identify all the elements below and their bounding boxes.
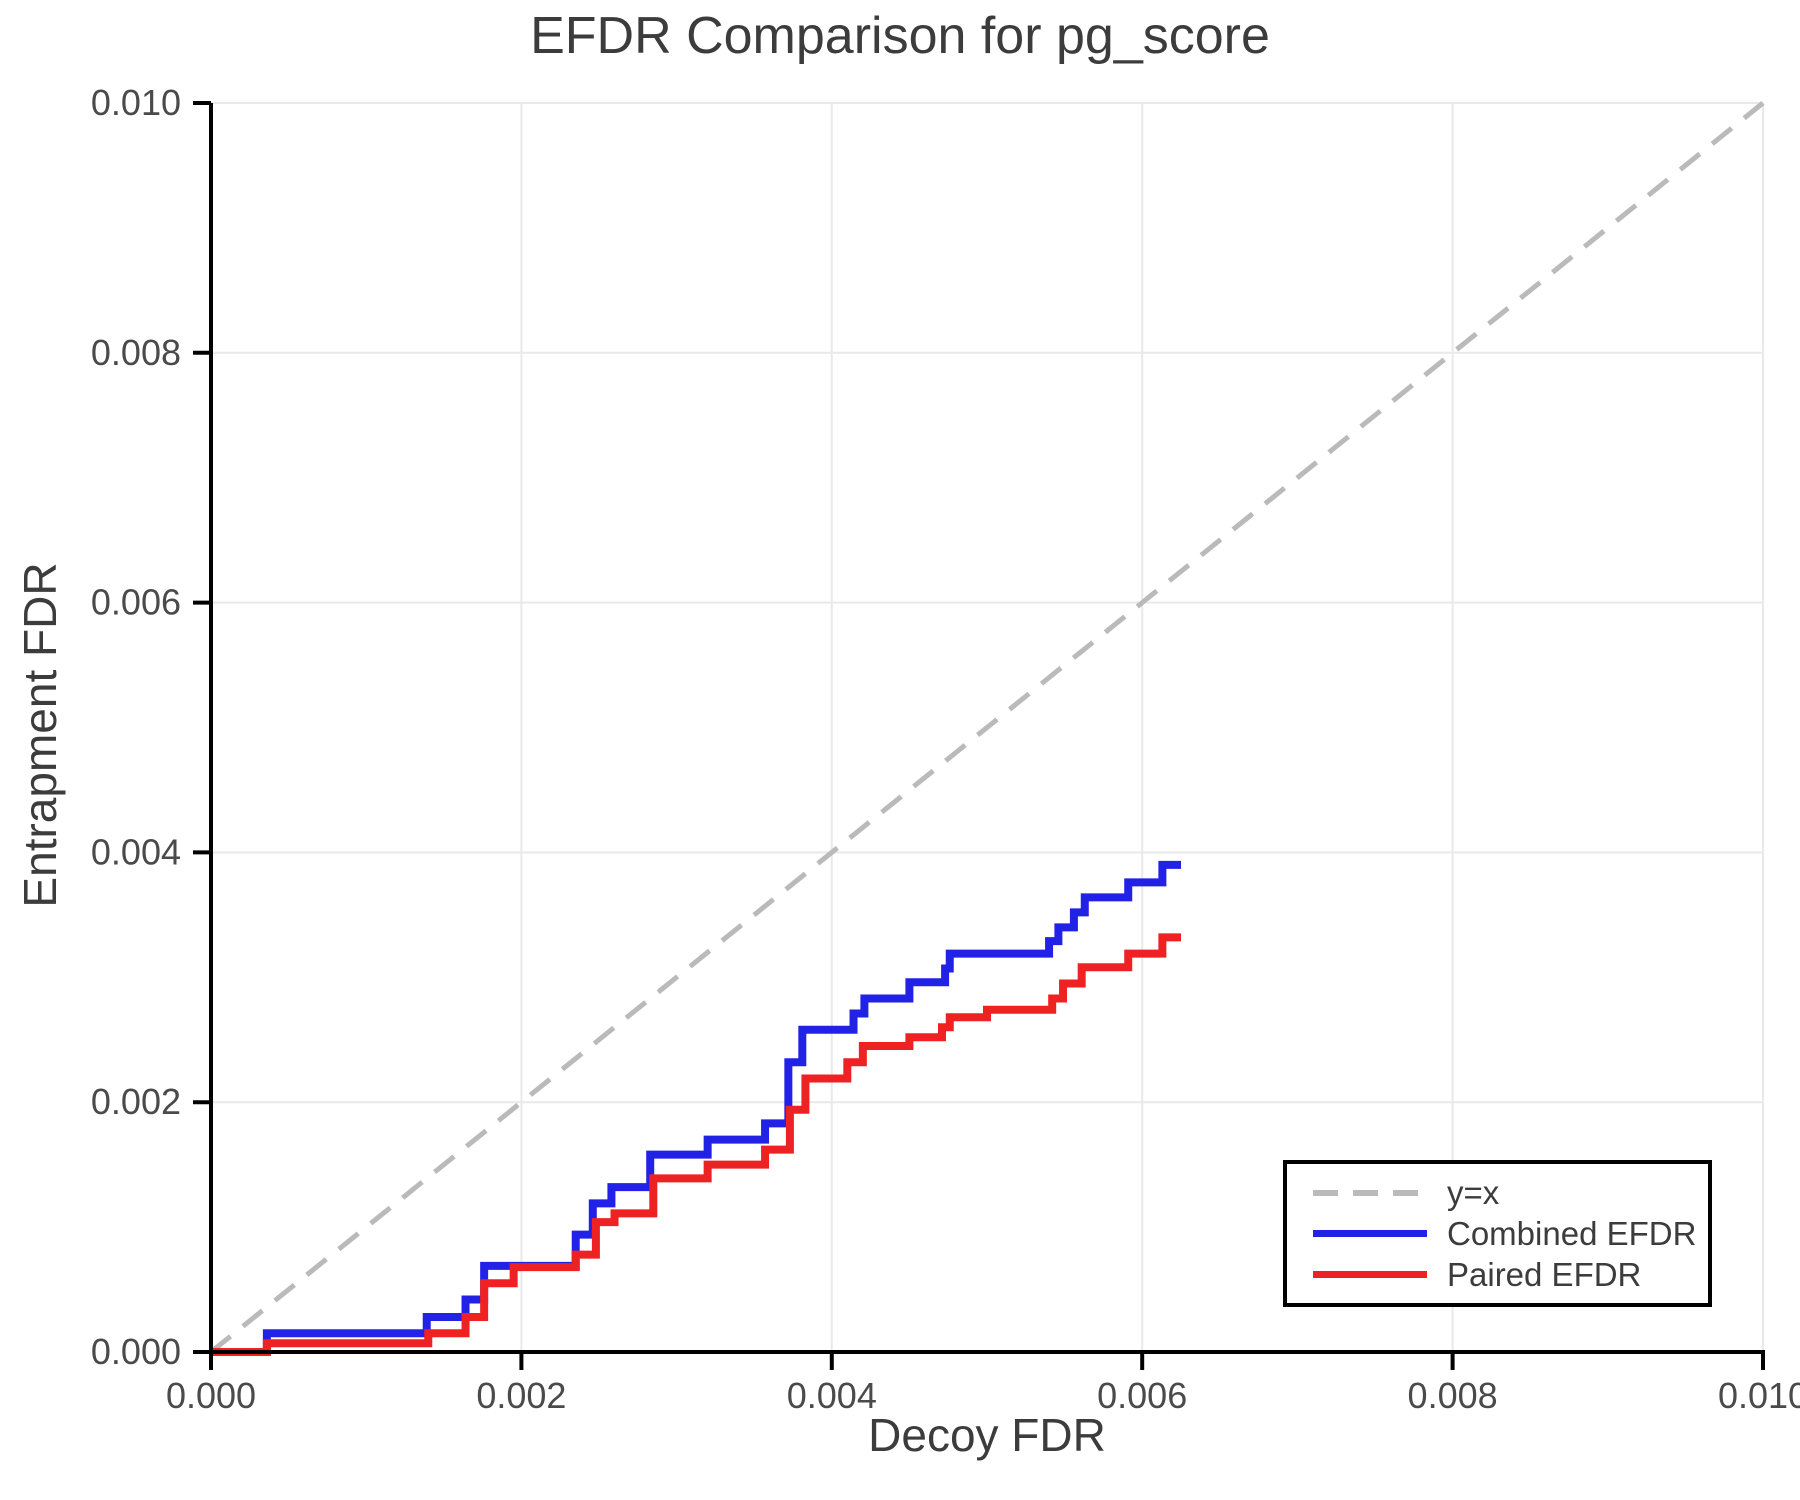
x-tick-label: 0.000 <box>166 1375 256 1416</box>
legend: y=x Combined EFDR Paired EFDR <box>1283 1160 1712 1307</box>
legend-item-paired: Paired EFDR <box>1313 1258 1708 1291</box>
legend-label-identity: y=x <box>1447 1174 1500 1211</box>
x-tick-label: 0.006 <box>1097 1375 1187 1416</box>
x-tick-label: 0.004 <box>787 1375 877 1416</box>
legend-item-identity: y=x <box>1313 1176 1708 1209</box>
y-tick-label: 0.008 <box>91 332 181 373</box>
identity-line <box>209 101 1765 1354</box>
x-tick-label: 0.002 <box>476 1375 566 1416</box>
y-tick-label: 0.006 <box>91 582 181 623</box>
legend-label-combined: Combined EFDR <box>1447 1215 1697 1252</box>
paired-efdr-line <box>211 933 1181 1356</box>
legend-label-paired: Paired EFDR <box>1447 1256 1642 1293</box>
x-tick-label: 0.010 <box>1718 1375 1800 1416</box>
y-axis-label: Entrapment FDR <box>14 562 66 908</box>
identity-line-swatch <box>1313 1189 1427 1196</box>
chart-title: EFDR Comparison for pg_score <box>530 7 1270 65</box>
combined-efdr-line <box>211 860 1181 1356</box>
legend-item-combined: Combined EFDR <box>1313 1217 1708 1250</box>
x-tick-label: 0.008 <box>1408 1375 1498 1416</box>
y-tick-label: 0.002 <box>91 1081 181 1122</box>
combined-line-swatch <box>1313 1230 1427 1237</box>
x-axis-label: Decoy FDR <box>868 1409 1106 1461</box>
y-tick-label: 0.010 <box>91 82 181 123</box>
paired-line-swatch <box>1313 1271 1427 1278</box>
y-tick-label: 0.004 <box>91 831 181 872</box>
y-tick-label: 0.000 <box>91 1331 181 1372</box>
